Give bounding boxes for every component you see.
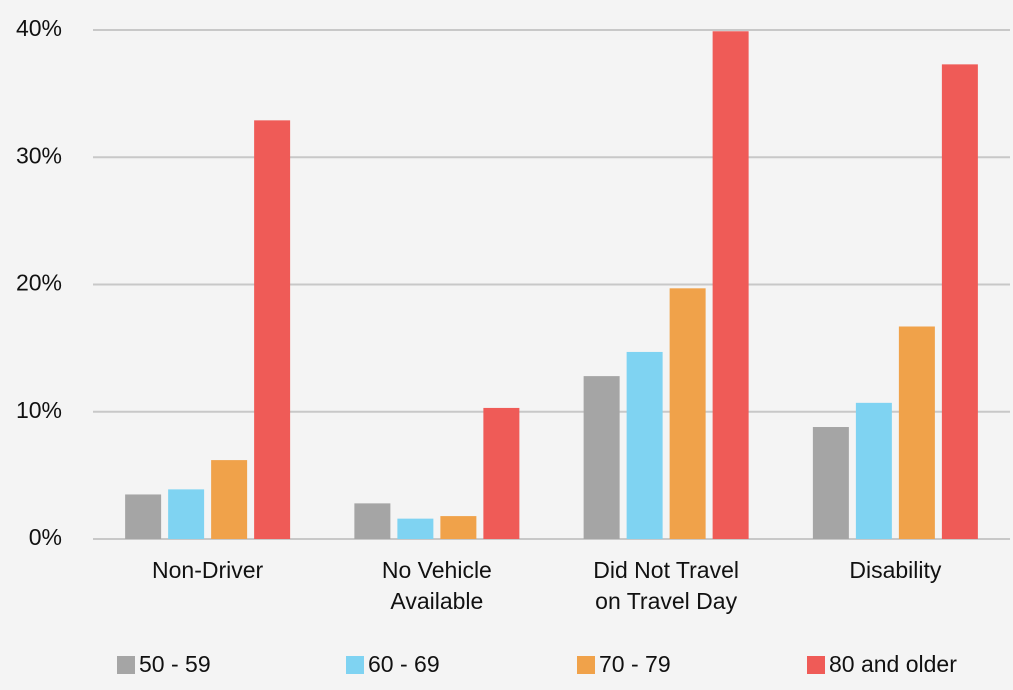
bar xyxy=(483,407,520,539)
legend-label: 60 - 69 xyxy=(368,651,440,677)
bar xyxy=(669,288,706,539)
legend-swatch xyxy=(346,656,364,674)
bar xyxy=(855,402,892,539)
bar xyxy=(626,351,663,539)
bar xyxy=(812,427,849,539)
bar xyxy=(397,518,434,539)
bar xyxy=(211,460,248,539)
x-tick-label: Non-Driver xyxy=(152,557,264,583)
bar xyxy=(941,64,978,540)
bar xyxy=(712,31,749,540)
bar xyxy=(440,516,477,539)
legend-swatch xyxy=(807,656,825,674)
x-tick-label: Did Not Travel on Travel Day xyxy=(593,557,739,614)
legend-swatch xyxy=(117,656,135,674)
y-tick-label: 30% xyxy=(16,142,62,168)
bar xyxy=(354,503,391,539)
bar xyxy=(898,326,935,539)
bar xyxy=(583,376,620,539)
bar xyxy=(254,120,291,539)
legend-swatch xyxy=(577,656,595,674)
bar xyxy=(125,494,162,539)
y-tick-label: 20% xyxy=(16,270,62,296)
x-tick-label: No Vehicle Available xyxy=(381,557,492,614)
bar xyxy=(168,489,205,539)
legend-label: 70 - 79 xyxy=(599,651,671,677)
legend-label: 50 - 59 xyxy=(139,651,211,677)
y-tick-label: 0% xyxy=(29,524,62,550)
x-tick-label: Disability xyxy=(849,557,942,583)
y-tick-label: 40% xyxy=(16,15,62,41)
legend-label: 80 and older xyxy=(829,651,957,677)
y-tick-label: 10% xyxy=(16,397,62,423)
